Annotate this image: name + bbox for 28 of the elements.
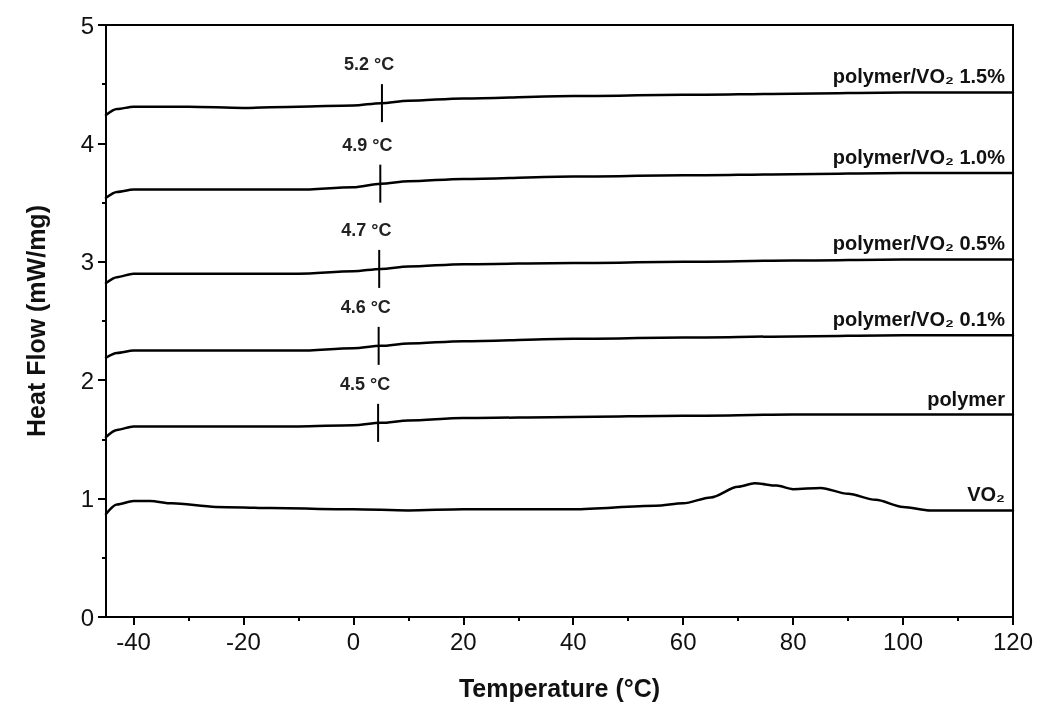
series-label: polymer xyxy=(927,387,1006,410)
x-tick-label: 40 xyxy=(559,627,587,655)
x-tick-label: -20 xyxy=(226,627,261,655)
y-tick-label: 1 xyxy=(80,485,94,513)
x-tick-label: -40 xyxy=(116,627,151,655)
series-label: polymer/VO₂ 0.1% xyxy=(832,308,1006,331)
x-tick-label: 0 xyxy=(346,627,361,655)
x-tick-label: 120 xyxy=(992,627,1034,655)
y-tick-label: 0 xyxy=(80,603,94,631)
y-tick-label: 3 xyxy=(80,248,94,276)
y-tick-label: 2 xyxy=(80,366,94,394)
x-tick-label: 60 xyxy=(669,627,697,655)
y-tick-label: 5 xyxy=(80,11,94,39)
x-axis-title: Temperature (°C) xyxy=(458,673,661,702)
x-tick-label: 80 xyxy=(779,627,807,655)
y-tick-label: 4 xyxy=(80,129,94,157)
annotation: 4.7 °C xyxy=(341,219,392,240)
x-tick-label: 100 xyxy=(883,627,924,655)
annotation: 4.5 °C xyxy=(340,373,391,394)
x-tick-label: 20 xyxy=(449,627,477,655)
annotation: 4.9 °C xyxy=(342,134,393,155)
series-label: VO₂ xyxy=(967,483,1005,506)
series-label: polymer/VO₂ 0.5% xyxy=(832,232,1006,255)
annotation: 5.2 °C xyxy=(343,54,395,75)
y-axis-title: Heat Flow (mW/mg) xyxy=(21,205,50,437)
annotation: 4.6 °C xyxy=(340,296,391,317)
series-label: polymer/VO₂ 1.0% xyxy=(832,146,1006,168)
series-label: polymer/VO₂ 1.5% xyxy=(832,65,1006,88)
